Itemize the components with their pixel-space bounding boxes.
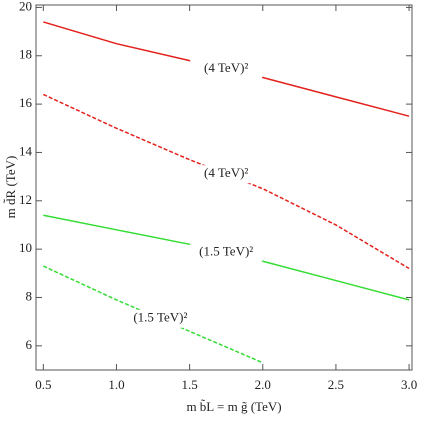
y-tick-label: 8 [26,288,33,303]
x-tick-label: 1.0 [108,377,124,392]
annotation: (4 TeV)² [204,165,248,180]
y-tick-label: 6 [26,337,33,352]
y-tick-label: 16 [19,95,33,110]
x-tick-label: 2.0 [255,377,271,392]
y-tick-label: 10 [19,240,32,255]
annotation-bg [190,60,263,79]
y-tick-label: 20 [19,0,32,13]
y-axis-label: m d̃R (TeV) [3,156,18,219]
x-tick-label: 0.5 [35,377,51,392]
plot-frame [35,4,413,371]
x-axis-label: m b̃L = m g̃ (TeV) [186,399,281,414]
annotation: (1.5 TeV)² [133,310,187,325]
annotation-bg [190,165,263,184]
annotation: (1.5 TeV)² [199,244,253,259]
x-tick-label: 1.5 [181,377,197,392]
x-tick-label: 3.0 [401,377,417,392]
x-tick-label: 2.5 [328,377,344,392]
annotation-bg [124,309,197,328]
y-tick-label: 14 [19,143,33,158]
y-tick-label: 12 [19,192,32,207]
y-tick-label: 18 [19,47,32,62]
annotation: (4 TeV)² [204,60,248,75]
annotation-bg [190,243,263,262]
